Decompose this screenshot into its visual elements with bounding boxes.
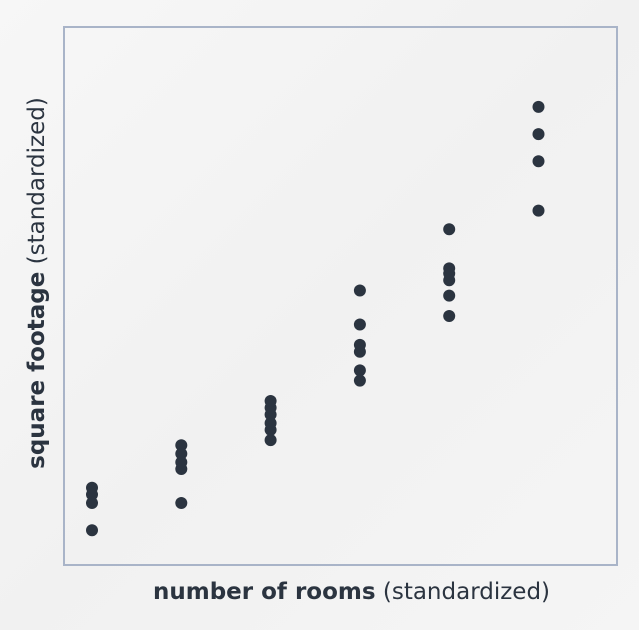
scatter-point [353, 374, 366, 387]
scatter-point [353, 318, 366, 331]
x-axis-title-normal: (standardized) [375, 579, 551, 605]
scatter-point [353, 364, 366, 377]
y-axis-title-normal: (standardized) [24, 97, 50, 272]
scatter-point [532, 100, 545, 113]
scatter-point [86, 497, 98, 509]
data-points [86, 100, 545, 537]
scatter-point [443, 223, 456, 236]
y-axis-title-bold: square footage [24, 271, 50, 469]
scatter-point [532, 128, 545, 141]
x-axis-title-bold: number of rooms [153, 579, 376, 605]
scatter-point [86, 524, 98, 537]
x-axis-title: number of rooms (standardized) [153, 578, 550, 606]
scatter-point [264, 417, 277, 430]
scatter-point [264, 395, 277, 407]
y-axis-title: square footage (standardized) [23, 97, 51, 469]
scatter-point [175, 439, 188, 452]
scatter-point [175, 497, 188, 509]
plot-frame [63, 26, 618, 566]
scatter-point [264, 434, 277, 447]
scatter-point [353, 284, 366, 297]
scatter-point [443, 289, 456, 302]
scatter-point [175, 447, 188, 460]
scatter-point [353, 338, 366, 351]
scatter-point [532, 155, 545, 168]
scatter-point [532, 204, 545, 217]
scatter-point [443, 262, 456, 275]
scatter-point [443, 310, 456, 322]
scatter-point [86, 481, 98, 494]
scatter-point [175, 456, 188, 469]
